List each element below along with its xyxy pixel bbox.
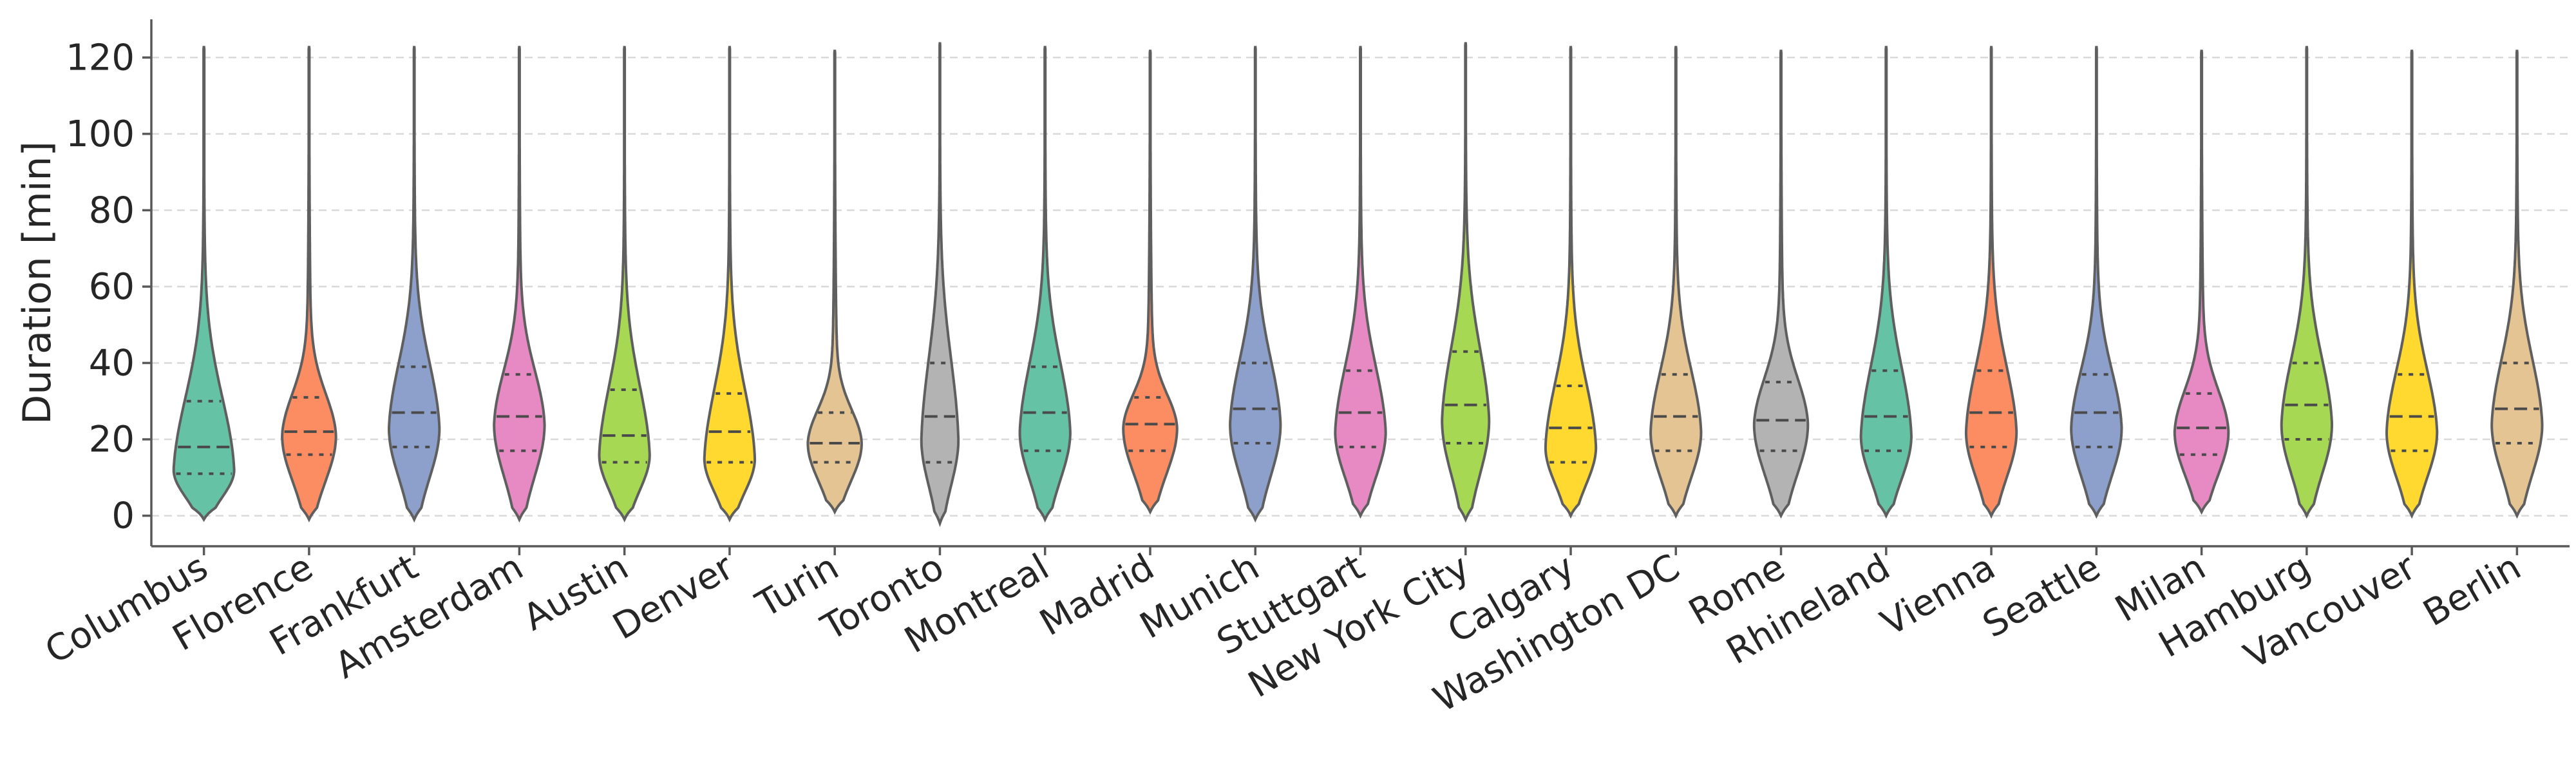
violin-seattle bbox=[2070, 46, 2123, 519]
y-ticks: 0 20 40 60 80 100 120 bbox=[66, 37, 151, 537]
x-tick-label: Madrid bbox=[1033, 546, 1161, 644]
violin-new-york-city bbox=[1441, 42, 1491, 523]
x-tick-label: Denver bbox=[606, 546, 741, 648]
x-tick-label: Seattle bbox=[1976, 546, 2107, 646]
violin-vancouver bbox=[2385, 50, 2439, 519]
violin-turin bbox=[806, 50, 863, 515]
violin-florence bbox=[281, 46, 337, 522]
y-tick-label: 0 bbox=[111, 495, 135, 537]
violin-denver bbox=[703, 46, 757, 523]
y-tick-label: 20 bbox=[89, 419, 135, 461]
violin-hamburg bbox=[2280, 46, 2334, 519]
y-axis-label: Duration [min] bbox=[15, 141, 60, 425]
x-ticks: ColumbusFlorenceFrankfurtAmsterdamAustin… bbox=[38, 546, 2528, 720]
y-tick-label: 100 bbox=[66, 113, 135, 155]
violin-columbus bbox=[172, 46, 236, 522]
y-tick-label: 60 bbox=[89, 266, 135, 308]
violin-frankfurt bbox=[388, 46, 441, 523]
violin-vienna bbox=[1964, 46, 2018, 519]
grid bbox=[151, 57, 2570, 517]
y-tick-label: 40 bbox=[89, 342, 135, 384]
violin-amsterdam bbox=[493, 46, 546, 523]
violin-stuttgart bbox=[1334, 46, 1387, 519]
x-tick-label: Vienna bbox=[1874, 546, 2002, 644]
violins bbox=[172, 42, 2544, 528]
violin-munich bbox=[1229, 46, 1282, 523]
violin-montreal bbox=[1018, 46, 1072, 523]
violin-austin bbox=[598, 46, 651, 523]
y-tick-label: 80 bbox=[89, 189, 135, 231]
y-tick-label: 120 bbox=[66, 37, 135, 79]
violin-milan bbox=[2173, 50, 2230, 515]
violin-toronto bbox=[920, 42, 960, 528]
violin-rhineland bbox=[1859, 46, 1913, 519]
x-tick-label: Berlin bbox=[2416, 546, 2528, 635]
violin-washington-dc bbox=[1649, 46, 1703, 519]
violin-madrid bbox=[1122, 50, 1179, 515]
violin-rome bbox=[1752, 50, 1810, 519]
violin-calgary bbox=[1544, 46, 1598, 519]
violin-berlin bbox=[2490, 50, 2544, 519]
